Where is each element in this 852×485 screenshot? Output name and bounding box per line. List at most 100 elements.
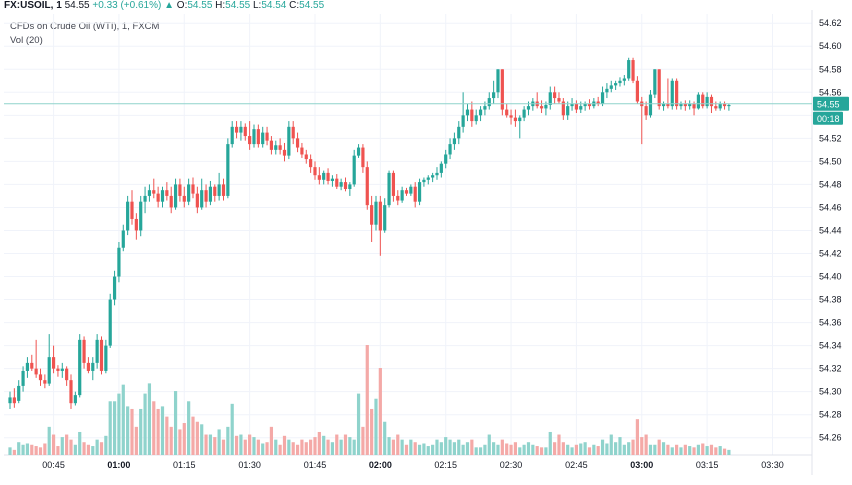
candle-body [291,126,295,139]
volume-bar [422,443,426,455]
candle-body [600,92,605,104]
high-value: 54.55 [225,0,251,11]
symbol-label[interactable]: FX:USOIL, 1 [4,0,62,11]
volume-bar [295,444,300,455]
volume-bar [56,446,60,455]
volume-bar [326,439,330,455]
time-axis[interactable]: 00:45 01:00 01:15 01:30 01:45 02:00 02:15 02:30… [42,460,783,470]
volume-bar [622,444,626,455]
candle-body [265,132,269,141]
candle-body [688,103,692,107]
volume-bar [291,442,295,455]
candle-body [178,184,182,196]
volume-bar [204,434,208,455]
volume-bar [126,406,130,455]
time-tick-label: 03:15 [696,460,719,470]
volume-bar [631,439,635,455]
candle-body [409,186,413,194]
candle-body [478,109,483,116]
chart-title: CFDs on Crude Oil (WTI), 1, FXCM [10,21,160,32]
time-tick-label: 01:30 [238,460,261,470]
volume-bar [178,429,182,455]
volume-bar [365,345,369,455]
volume-bar [17,442,21,455]
volume-bar [274,439,278,455]
candle-body [596,101,600,104]
price-tick-label: 54.42 [819,248,842,258]
volume-bar [287,439,291,455]
price-axis[interactable]: 54.6254.6054.5854.5654.5454.5254.5054.48… [819,18,842,443]
volume-bar [666,444,670,455]
candle-body [470,109,474,122]
volume-bar [317,431,321,455]
volume-bar [121,384,125,455]
volume-bar [531,444,535,455]
volume-bar [509,444,513,455]
volume-bar [25,443,30,455]
last-price: 54.55 [64,0,90,11]
candle-body [579,106,583,110]
candle-body [500,69,504,110]
volume-bars [8,345,731,455]
volume-bar [134,426,138,455]
volume-bar [696,444,701,455]
candle-body [661,103,666,107]
volume-bar [587,447,592,455]
volume-bar [409,439,413,455]
price-tick-label: 54.60 [819,41,842,51]
volume-bar [644,434,648,455]
volume-bar [117,393,121,455]
volume-bar [705,446,709,455]
volume-bar [596,446,600,455]
candle-body [348,184,352,190]
volume-bar [539,447,544,455]
candle-body [187,184,191,202]
candle-body [99,339,104,371]
volume-bar [78,431,82,455]
candle-body [112,276,117,300]
volume-bar [470,439,474,455]
price-tick-label: 54.56 [819,87,842,97]
candle-body [583,103,587,107]
volume-legend[interactable]: Vol (20) [10,35,43,46]
volume-bar [374,398,378,455]
candle-body [457,126,461,139]
volume-bar [143,393,147,455]
volume-bar [330,442,335,455]
candle-body [121,230,125,248]
volume-bar [439,442,443,455]
volume-bar [8,447,12,455]
volume-bar [709,444,714,455]
candle-body [65,368,69,381]
candle-body [548,92,552,105]
candle-body [143,195,147,202]
candle-body [474,115,478,122]
volume-bar [104,435,108,455]
candle-body [722,103,727,107]
volume-bar [313,437,317,455]
volume-bar [43,443,47,455]
volume-bar [348,437,352,455]
candle-body [426,177,430,180]
candle-body [513,117,518,122]
candle-body [139,201,143,231]
candle-body [126,201,130,231]
candle-body [25,362,30,371]
low-value: 54.54 [261,0,287,11]
volume-bar [535,446,539,455]
volume-bar [600,439,605,455]
candle-body [539,106,544,109]
candle-body [696,94,701,109]
candle-body [609,85,613,89]
candle-body [526,106,531,110]
volume-bar [396,434,400,455]
candle-body [313,167,317,176]
volume-bar [160,406,165,455]
price-tick-label: 54.52 [819,133,842,143]
volume-bar [574,444,579,455]
candle-body [714,106,718,109]
candle-body [256,129,260,145]
candle-body [492,92,496,99]
volume-bar [322,435,326,455]
